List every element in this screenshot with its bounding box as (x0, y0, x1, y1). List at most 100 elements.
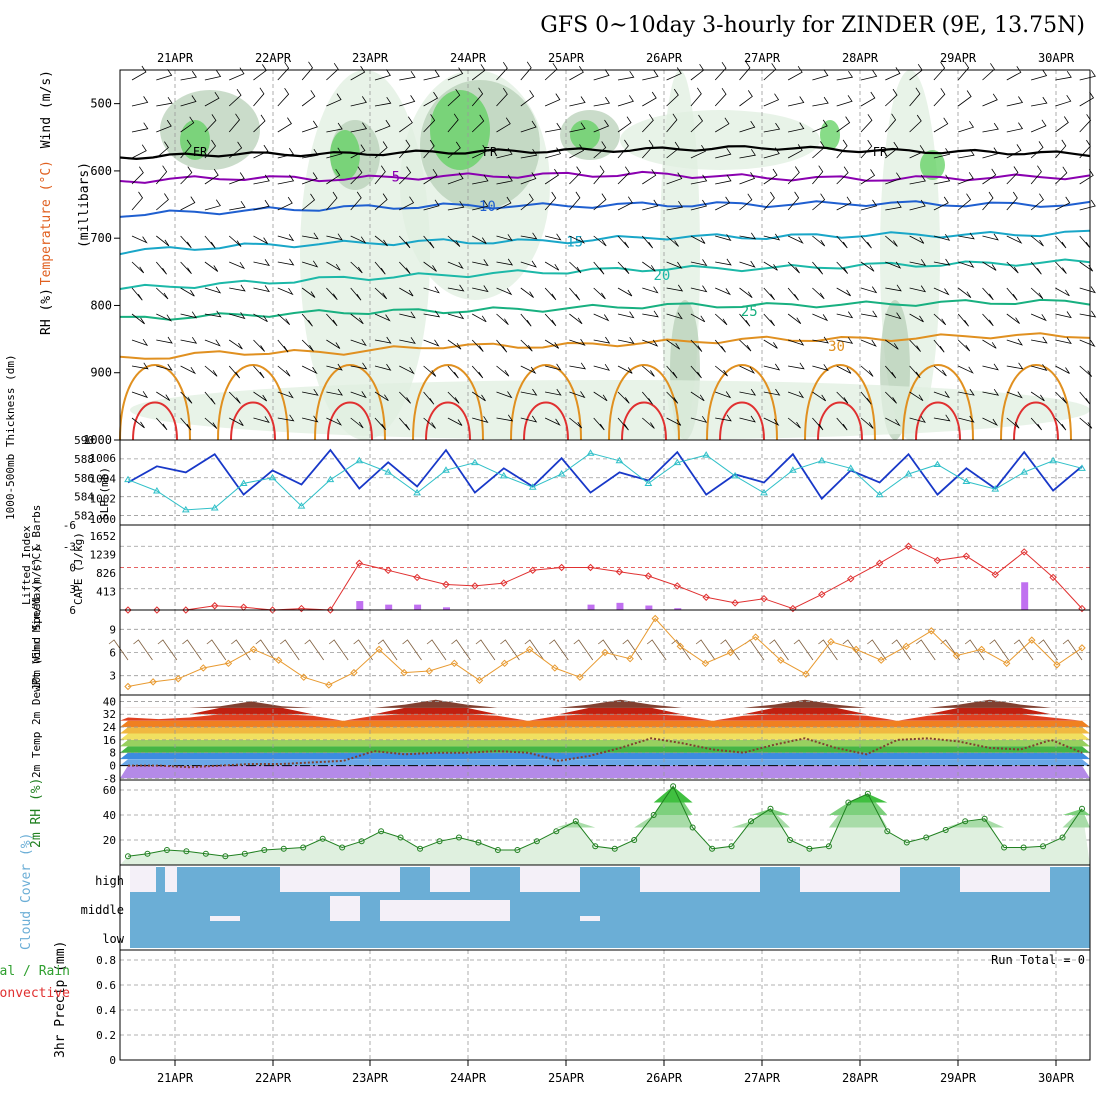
rh-line-marker (845, 799, 852, 806)
wind-barb (860, 70, 878, 81)
thickness-line-marker (471, 458, 479, 466)
wind-barb (374, 313, 391, 322)
wind-barb (812, 165, 824, 185)
wind-barb (229, 200, 246, 211)
li-line-marker (297, 604, 306, 613)
temp-loop-35 (217, 364, 289, 441)
wind-barb (180, 196, 196, 211)
wind-barb (715, 147, 732, 159)
wind-barb (423, 139, 435, 159)
rh-line-marker (572, 818, 579, 825)
wind-barb (885, 261, 902, 269)
y-tick-label: 900 (90, 366, 112, 380)
wind-barb (666, 391, 679, 404)
wind-barb (350, 96, 367, 107)
barb-10m (891, 639, 912, 661)
wind-barb (447, 235, 461, 247)
wind-barb (739, 193, 753, 211)
wind-barb (957, 313, 969, 327)
cloud-cover-panel: Cloud Cover (%) high middle low (19, 833, 1091, 951)
wind-barb (496, 61, 508, 81)
li-line-marker (615, 568, 624, 576)
rh-line-marker (261, 847, 268, 853)
wind-barb (617, 365, 633, 374)
wind-barb (326, 191, 338, 211)
wind-barb (374, 391, 389, 402)
wind-barb (1030, 417, 1043, 431)
ylabel-rh: RH (%) (39, 288, 54, 335)
top-day-label: 24APR (450, 51, 487, 65)
wind-barb (180, 417, 192, 431)
temp-loop-35 (706, 364, 778, 441)
slp-tick: 1000 (90, 513, 117, 526)
thickness-line-marker (904, 470, 913, 477)
wind-barb (812, 261, 824, 275)
thickness-line-marker (326, 475, 335, 483)
wind-barb (739, 61, 751, 81)
rh-line-marker (202, 850, 209, 857)
wind-barb (520, 90, 535, 107)
wind-barb (642, 417, 655, 429)
wind-barb (909, 114, 922, 133)
wind-barb (447, 113, 459, 133)
wind-barb (739, 90, 753, 107)
rh-blob (920, 150, 945, 180)
y-tick-label: 800 (90, 298, 112, 312)
temp-loop-40 (230, 401, 276, 441)
wind-barb (642, 199, 659, 211)
wind-barb (982, 63, 995, 81)
wind-barb (156, 119, 172, 133)
wind-barb (545, 122, 562, 133)
wind-barb (593, 193, 607, 211)
li-line-marker (153, 606, 161, 614)
wind-barb (909, 145, 925, 159)
wind-barb (812, 287, 825, 300)
temp-loop-40 (327, 401, 373, 441)
thickness-line (127, 452, 1083, 511)
wind-barb (423, 365, 437, 377)
wind-barb (1006, 417, 1020, 429)
rh-line-marker (553, 828, 560, 835)
wind-barb (204, 339, 221, 347)
wind-barb (374, 336, 392, 344)
li-line-marker (847, 575, 855, 583)
wind-barb (593, 417, 605, 431)
wind-barb (933, 391, 951, 399)
isotherm-line (119, 298, 1091, 321)
wind-barb (277, 365, 291, 377)
wind-speed-line-marker (952, 651, 961, 660)
wind-barb (131, 235, 148, 244)
bottom-day-label: 27APR (744, 1071, 781, 1085)
rh-line-marker (864, 790, 871, 797)
wind-barb (131, 261, 145, 274)
wind-barb (739, 388, 757, 396)
wind-barb (204, 286, 222, 294)
wind-barb (885, 339, 899, 350)
isotherm-label: 10 (479, 199, 496, 215)
wind-barb (423, 286, 440, 294)
wind-barb (277, 87, 290, 107)
rh-tick: 20 (103, 834, 116, 847)
barb-10m (1062, 639, 1083, 661)
wind-barb (836, 365, 852, 374)
wind-barb (836, 391, 849, 404)
freezing-level-label: FR (873, 145, 888, 159)
wind-barb (690, 285, 708, 293)
wind-speed-line-marker (525, 645, 534, 654)
cloud-bars (130, 866, 1090, 948)
wind-barb (301, 61, 314, 81)
wind-barb (666, 339, 681, 350)
wind-barb (860, 417, 874, 429)
wind-barb (496, 87, 508, 107)
wind-barb (958, 260, 975, 268)
cape-tick: 413 (96, 586, 116, 599)
barb-10m (353, 639, 373, 661)
wind-barb (1079, 286, 1096, 294)
wind-barb (447, 339, 462, 350)
wind-barb (763, 287, 775, 301)
wind-barb (617, 166, 630, 185)
li-tick: 0 (69, 562, 76, 575)
wind-barb (690, 87, 702, 107)
rh-line-marker (884, 828, 891, 835)
wind-barb (131, 417, 145, 429)
